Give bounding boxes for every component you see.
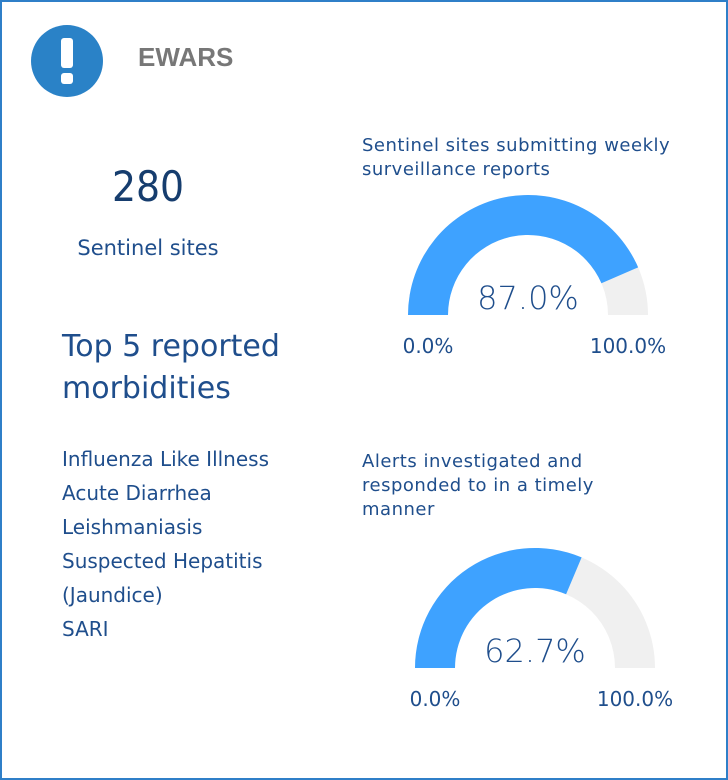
morbidities-title: Top 5 reported morbidities [62,329,280,406]
alert-icon-dot [61,73,73,84]
morbidity: Acute Diarrhea [62,481,212,505]
gauge-title: Sentinel sites submitting weekly surveil… [362,135,671,180]
gauge-value [408,195,639,315]
gauge-tick-label: 100.0% [597,687,673,711]
title: EWARS [138,42,234,72]
morbidity: Leishmaniasis [62,515,203,539]
morbidities-list: Influenza Like Illness Acute Diarrhea Le… [62,442,312,646]
gauge-tick-label: 100.0% [590,334,666,358]
gauge-tick-label: 0.0% [410,687,461,711]
gauge-title: Alerts investigated and responded to in … [362,451,594,520]
morbidity: Influenza Like Illness [62,447,270,471]
gauge-value-label: 62.7% [484,632,586,670]
kpi-value: 280 [111,162,185,211]
morbidity: SARI [62,617,109,641]
gauge-value-label: 87.0% [477,279,579,317]
morbidity: Suspected Hepatitis (Jaundice) [62,549,263,607]
gauge-tick-label: 0.0% [403,334,454,358]
gauge-value [415,548,582,668]
kpi-label: Sentinel sites [77,236,219,260]
alert-icon-bar [61,38,73,68]
